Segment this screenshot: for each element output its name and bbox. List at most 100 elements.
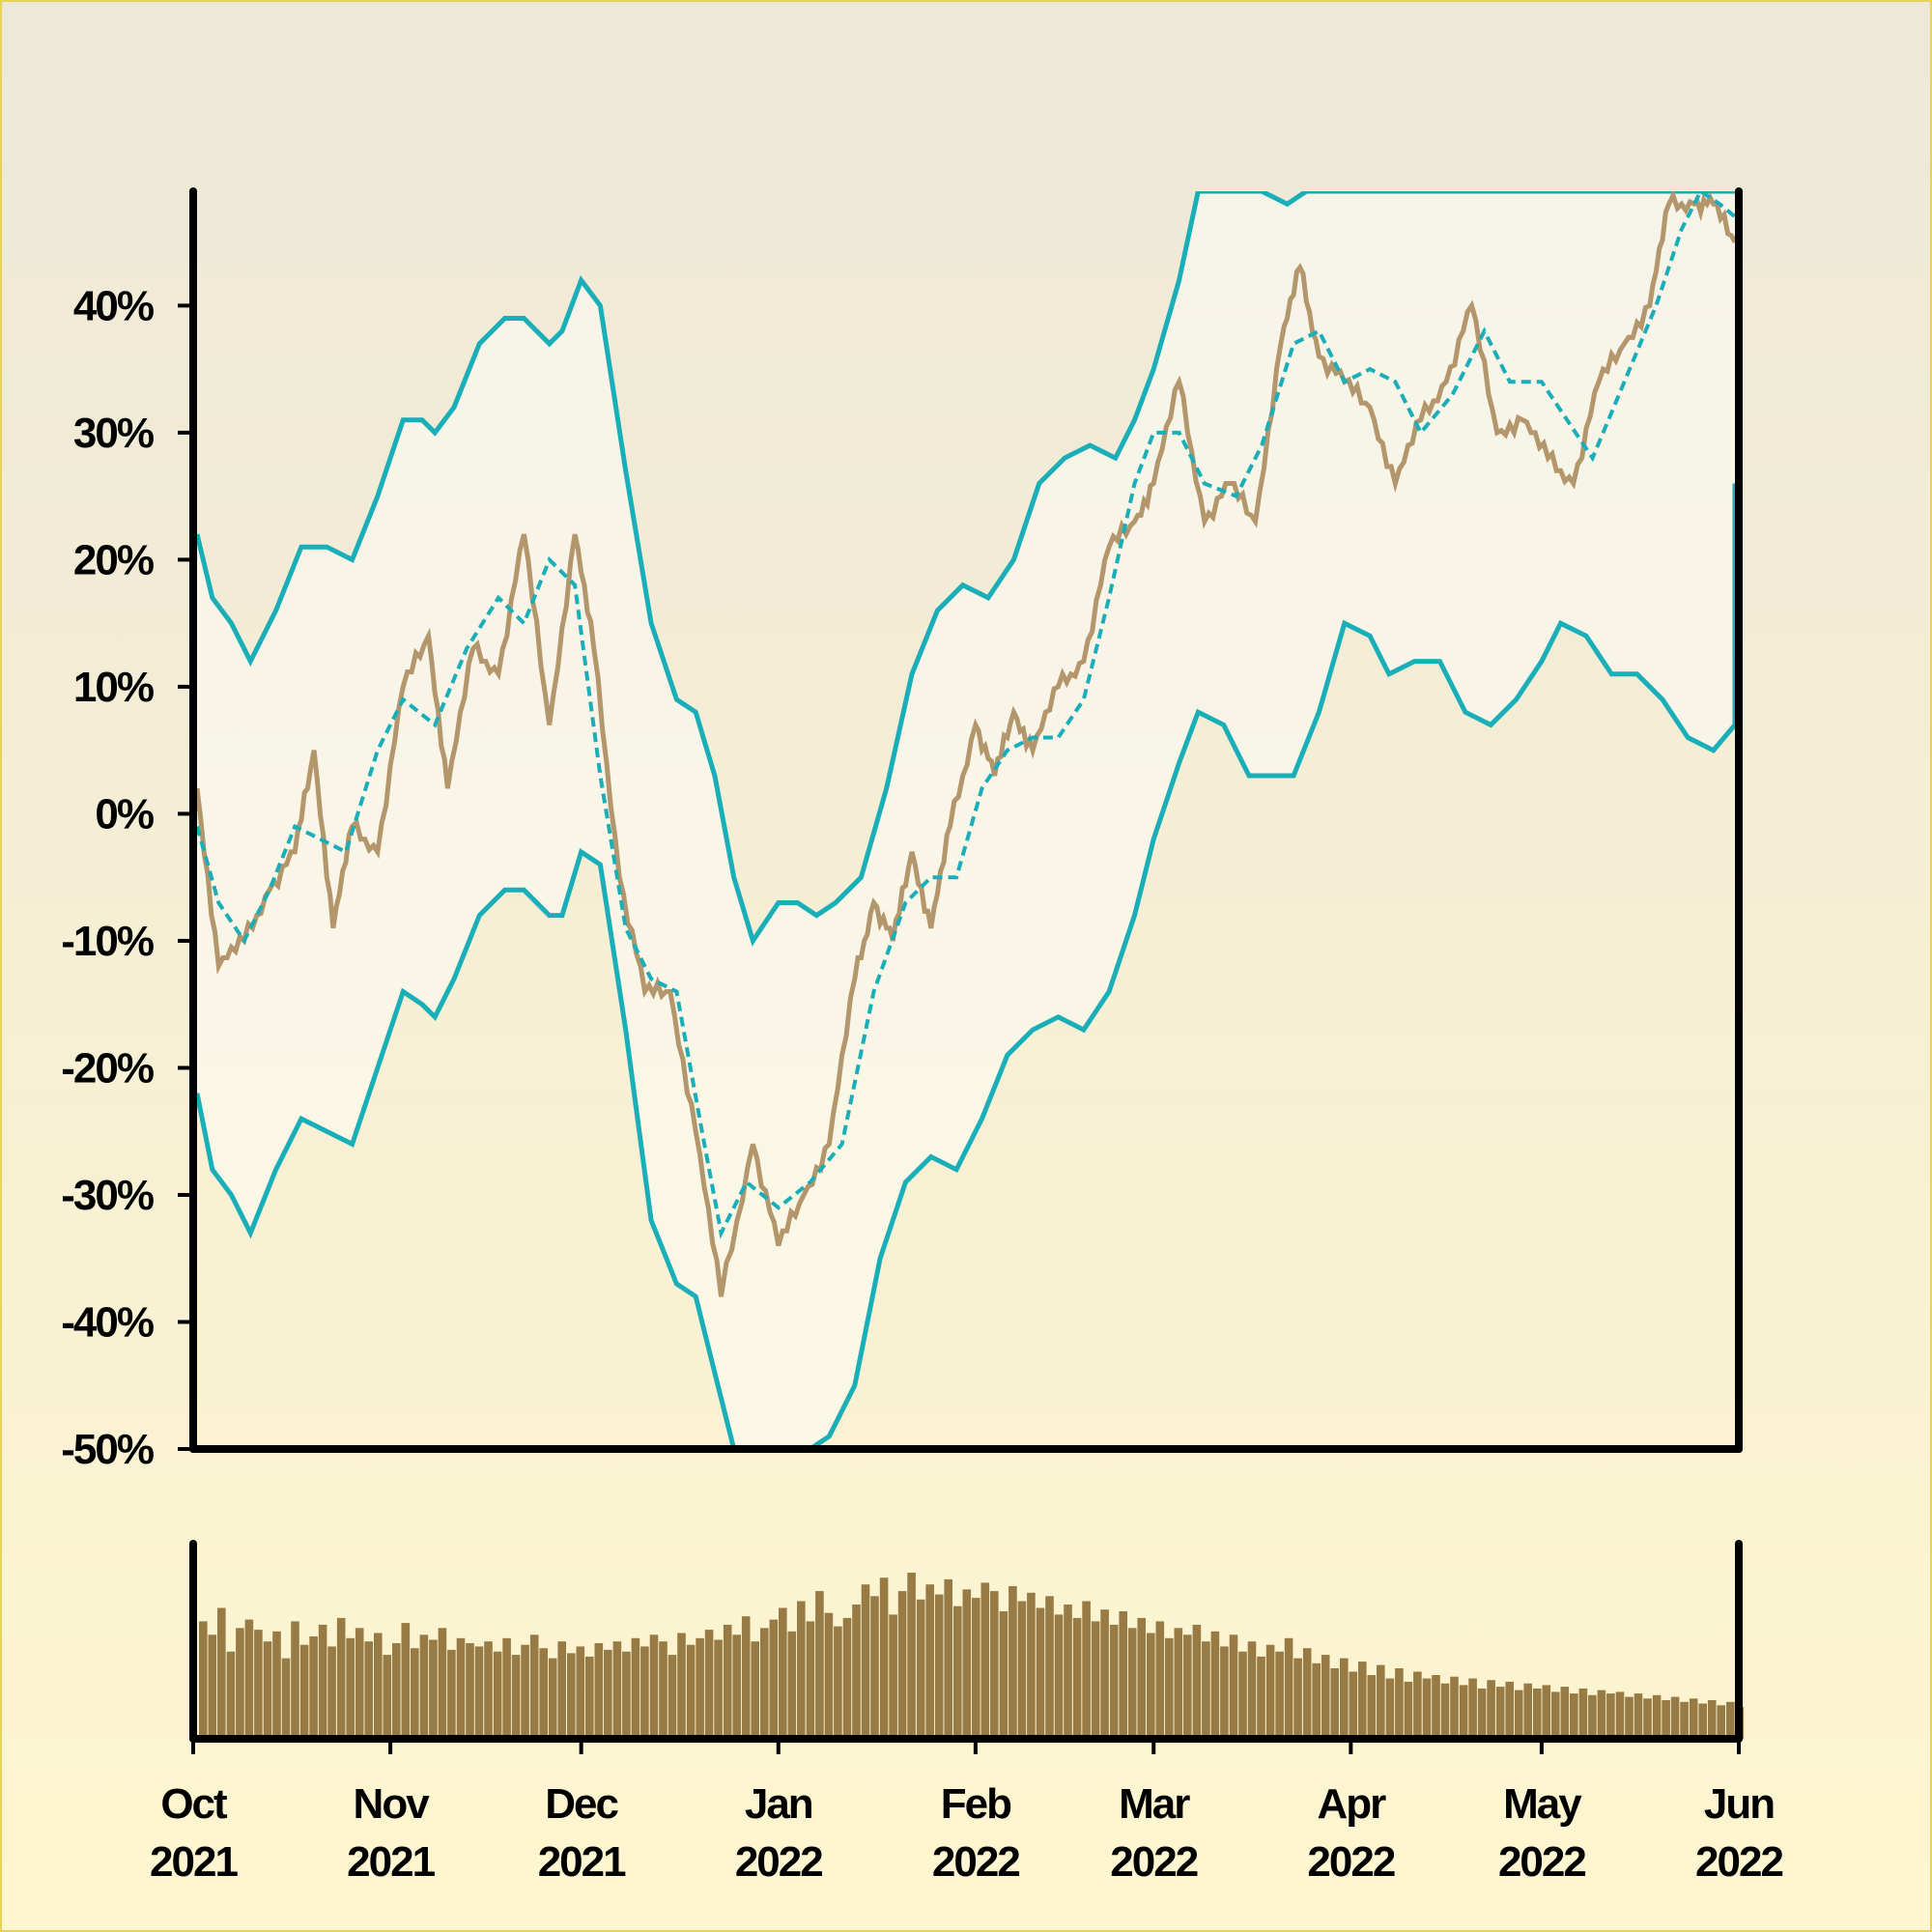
x-tick-year-label: 2022 <box>1695 1838 1782 1886</box>
volume-bar <box>714 1639 723 1739</box>
volume-bar <box>1155 1621 1165 1739</box>
volume-bar <box>411 1648 419 1739</box>
volume-bar <box>760 1628 769 1739</box>
volume-bar <box>1514 1690 1523 1739</box>
y-tick-label: -50% <box>61 1426 154 1473</box>
volume-bar <box>401 1623 411 1739</box>
volume-bar <box>1625 1696 1634 1739</box>
volume-bar <box>1570 1693 1578 1739</box>
price-layer <box>194 191 1738 1297</box>
volume-bar <box>1606 1693 1615 1739</box>
volume-bar <box>696 1637 704 1739</box>
volume-bar <box>1377 1664 1385 1739</box>
x-tick-month-label: Jan <box>745 1780 812 1828</box>
volume-bar <box>272 1631 281 1739</box>
x-tick-year-label: 2022 <box>735 1838 822 1886</box>
volume-bar <box>1137 1617 1146 1739</box>
volume-bar <box>1302 1648 1312 1739</box>
volume-bar <box>318 1624 327 1739</box>
volume-bar <box>1459 1685 1468 1739</box>
volume-bar <box>934 1594 944 1739</box>
volume-bar <box>953 1605 962 1739</box>
x-tick-month-label: May <box>1503 1780 1582 1828</box>
volume-bar <box>925 1584 934 1739</box>
volume-bar <box>1082 1601 1091 1739</box>
volume-bar <box>1670 1696 1680 1739</box>
volume-bar <box>1027 1592 1036 1739</box>
volume-bar <box>1560 1687 1570 1739</box>
volume-bar <box>226 1651 236 1739</box>
volume-bar <box>604 1649 612 1739</box>
x-tick-month-label: Oct <box>160 1780 228 1828</box>
volume-bar <box>815 1591 824 1739</box>
volume-bar <box>1284 1637 1293 1739</box>
volume-bar <box>1597 1690 1606 1739</box>
volume-bar <box>456 1637 466 1739</box>
x-tick-month-label: Dec <box>545 1780 618 1828</box>
volume-bar <box>751 1641 759 1739</box>
upper-band-line <box>194 191 1735 947</box>
tick-layer: -50% -40% -30% -20% -10% 0% 10% 20% 30% 40% Oct 202… <box>61 282 1784 1886</box>
x-tick-year-label: 2022 <box>932 1838 1019 1886</box>
volume-bar <box>787 1631 797 1739</box>
volume-bar <box>429 1639 438 1739</box>
volume-layer <box>199 1573 1745 1739</box>
volume-bar <box>612 1641 622 1739</box>
volume-bar <box>346 1637 355 1739</box>
volume-bar <box>944 1578 952 1739</box>
volume-bar <box>686 1644 696 1739</box>
volume-bar <box>1662 1700 1670 1739</box>
volume-bar <box>723 1624 732 1739</box>
volume-bar <box>1717 1705 1725 1739</box>
x-tick-year-label: 2021 <box>538 1838 626 1886</box>
volume-bar <box>999 1611 1009 1739</box>
volume-bar <box>1588 1694 1597 1739</box>
volume-bar <box>1477 1688 1487 1739</box>
volume-bar <box>447 1649 456 1739</box>
y-tick-label: -30% <box>61 1172 154 1219</box>
y-tick-label: 10% <box>73 664 154 711</box>
band-layer <box>194 191 1738 1449</box>
volume-bar <box>797 1601 806 1739</box>
volume-bar <box>640 1646 649 1739</box>
volume-bar <box>557 1641 566 1739</box>
x-tick-month-label: Jun <box>1704 1780 1774 1828</box>
volume-bar <box>1202 1641 1210 1739</box>
volume-bar <box>521 1644 529 1739</box>
volume-bar <box>861 1584 870 1739</box>
x-tick-month-label: Feb <box>941 1780 1011 1828</box>
moving-average-line <box>195 191 1737 1239</box>
volume-bar <box>511 1655 521 1739</box>
y-tick-label: 40% <box>73 282 154 329</box>
volume-bar <box>1147 1633 1155 1739</box>
volume-bar <box>622 1651 631 1739</box>
volume-bar <box>1100 1609 1109 1739</box>
volume-bar <box>1505 1681 1514 1739</box>
x-tick-month-label: Nov <box>354 1780 431 1828</box>
volume-bar <box>879 1577 889 1739</box>
volume-bar <box>208 1634 217 1739</box>
volume-bar <box>1229 1634 1238 1739</box>
volume-bar <box>299 1644 309 1739</box>
volume-bar <box>962 1589 972 1739</box>
volume-bar <box>1238 1651 1247 1739</box>
volume-bar <box>769 1619 779 1739</box>
volume-bar <box>327 1646 336 1739</box>
volume-bar <box>1634 1693 1643 1739</box>
volume-bar <box>824 1612 834 1739</box>
volume-bar <box>576 1646 585 1739</box>
volume-bar <box>1109 1624 1119 1739</box>
volume-bar <box>374 1633 383 1739</box>
volume-bar <box>419 1634 429 1739</box>
y-tick-label: 30% <box>73 410 154 457</box>
x-tick-year-label: 2021 <box>150 1838 238 1886</box>
volume-bar <box>1036 1607 1045 1739</box>
volume-bar <box>502 1637 511 1739</box>
volume-bar <box>594 1643 604 1739</box>
volume-bar <box>1210 1631 1220 1739</box>
volume-bar <box>1440 1683 1450 1739</box>
volume-bar <box>990 1591 999 1739</box>
volume-bar <box>1312 1662 1321 1739</box>
volume-bar <box>1615 1691 1625 1739</box>
